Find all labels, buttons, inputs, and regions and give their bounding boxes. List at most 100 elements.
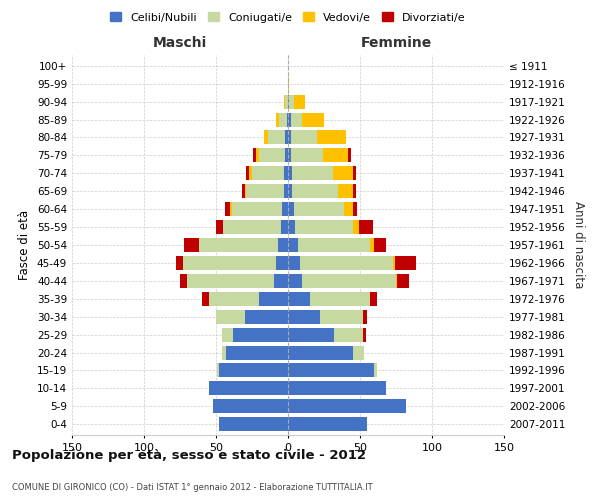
Bar bbox=[288, 364, 377, 378]
Bar bbox=[288, 328, 366, 342]
Bar bbox=[284, 94, 288, 108]
Bar bbox=[216, 220, 288, 234]
Bar bbox=[288, 274, 409, 288]
Bar bbox=[288, 310, 363, 324]
Bar bbox=[180, 274, 288, 288]
Bar bbox=[219, 364, 288, 378]
Bar bbox=[288, 184, 353, 198]
Bar bbox=[288, 148, 352, 162]
Bar bbox=[288, 202, 294, 216]
Bar bbox=[288, 346, 364, 360]
Y-axis label: Fasce di età: Fasce di età bbox=[19, 210, 31, 280]
Bar bbox=[288, 274, 397, 288]
Bar bbox=[285, 94, 288, 108]
Bar bbox=[245, 184, 288, 198]
Bar bbox=[183, 256, 288, 270]
Bar bbox=[288, 94, 305, 108]
Bar bbox=[288, 256, 395, 270]
Bar bbox=[288, 256, 299, 270]
Bar bbox=[176, 256, 288, 270]
Bar bbox=[288, 166, 356, 180]
Bar bbox=[288, 292, 310, 306]
Bar bbox=[288, 94, 294, 108]
Bar bbox=[242, 184, 288, 198]
Text: Popolazione per età, sesso e stato civile - 2012: Popolazione per età, sesso e stato civil… bbox=[12, 450, 366, 462]
Bar bbox=[288, 202, 353, 216]
Bar bbox=[233, 328, 288, 342]
Bar bbox=[209, 292, 288, 306]
Bar bbox=[246, 166, 288, 180]
Bar bbox=[226, 346, 288, 360]
Bar bbox=[285, 148, 288, 162]
Bar bbox=[288, 184, 338, 198]
Bar bbox=[288, 112, 302, 126]
Bar bbox=[288, 184, 356, 198]
Bar bbox=[277, 112, 288, 126]
Bar bbox=[288, 148, 291, 162]
Bar bbox=[288, 220, 373, 234]
Bar bbox=[249, 166, 288, 180]
Bar bbox=[223, 220, 288, 234]
Bar bbox=[282, 202, 288, 216]
Bar bbox=[259, 148, 288, 162]
Text: COMUNE DI GIRONICO (CO) - Dati ISTAT 1° gennaio 2012 - Elaborazione TUTTITALIA.I: COMUNE DI GIRONICO (CO) - Dati ISTAT 1° … bbox=[12, 484, 373, 492]
Bar bbox=[288, 346, 353, 360]
Bar bbox=[219, 418, 288, 431]
Bar bbox=[288, 148, 349, 162]
Bar bbox=[202, 292, 288, 306]
Bar bbox=[288, 238, 386, 252]
Bar bbox=[187, 274, 288, 288]
Bar bbox=[288, 292, 377, 306]
Bar bbox=[288, 130, 346, 144]
Bar bbox=[288, 202, 357, 216]
Bar bbox=[288, 382, 386, 396]
Bar bbox=[288, 274, 396, 288]
Bar bbox=[288, 310, 367, 324]
Bar bbox=[259, 292, 288, 306]
Bar bbox=[288, 220, 295, 234]
Bar bbox=[288, 148, 323, 162]
Bar bbox=[288, 274, 302, 288]
Bar bbox=[285, 130, 288, 144]
Bar bbox=[288, 310, 320, 324]
Bar bbox=[263, 130, 288, 144]
Bar bbox=[209, 382, 288, 396]
Bar bbox=[288, 220, 353, 234]
Bar bbox=[274, 274, 288, 288]
Bar bbox=[253, 148, 288, 162]
Bar bbox=[288, 130, 291, 144]
Bar bbox=[230, 202, 288, 216]
Bar bbox=[256, 148, 288, 162]
Bar bbox=[224, 202, 288, 216]
Bar bbox=[184, 238, 288, 252]
Bar bbox=[288, 238, 370, 252]
Bar bbox=[287, 112, 288, 126]
Text: Maschi: Maschi bbox=[153, 36, 207, 50]
Bar bbox=[288, 130, 317, 144]
Bar bbox=[216, 310, 288, 324]
Bar bbox=[288, 238, 374, 252]
Bar bbox=[288, 400, 406, 413]
Bar bbox=[222, 328, 288, 342]
Y-axis label: Anni di nascita: Anni di nascita bbox=[572, 202, 585, 288]
Text: Femmine: Femmine bbox=[361, 36, 431, 50]
Bar bbox=[252, 166, 288, 180]
Bar bbox=[288, 166, 332, 180]
Bar bbox=[288, 184, 292, 198]
Bar bbox=[288, 76, 289, 90]
Bar bbox=[217, 364, 288, 378]
Bar bbox=[288, 364, 374, 378]
Bar bbox=[213, 400, 288, 413]
Bar bbox=[288, 166, 292, 180]
Bar bbox=[288, 328, 334, 342]
Bar bbox=[288, 94, 289, 108]
Bar bbox=[277, 256, 288, 270]
Bar bbox=[288, 202, 344, 216]
Bar bbox=[222, 346, 288, 360]
Bar bbox=[288, 256, 393, 270]
Bar bbox=[280, 112, 288, 126]
Bar bbox=[288, 220, 359, 234]
Bar bbox=[284, 166, 288, 180]
Bar bbox=[245, 310, 288, 324]
Bar bbox=[268, 130, 288, 144]
